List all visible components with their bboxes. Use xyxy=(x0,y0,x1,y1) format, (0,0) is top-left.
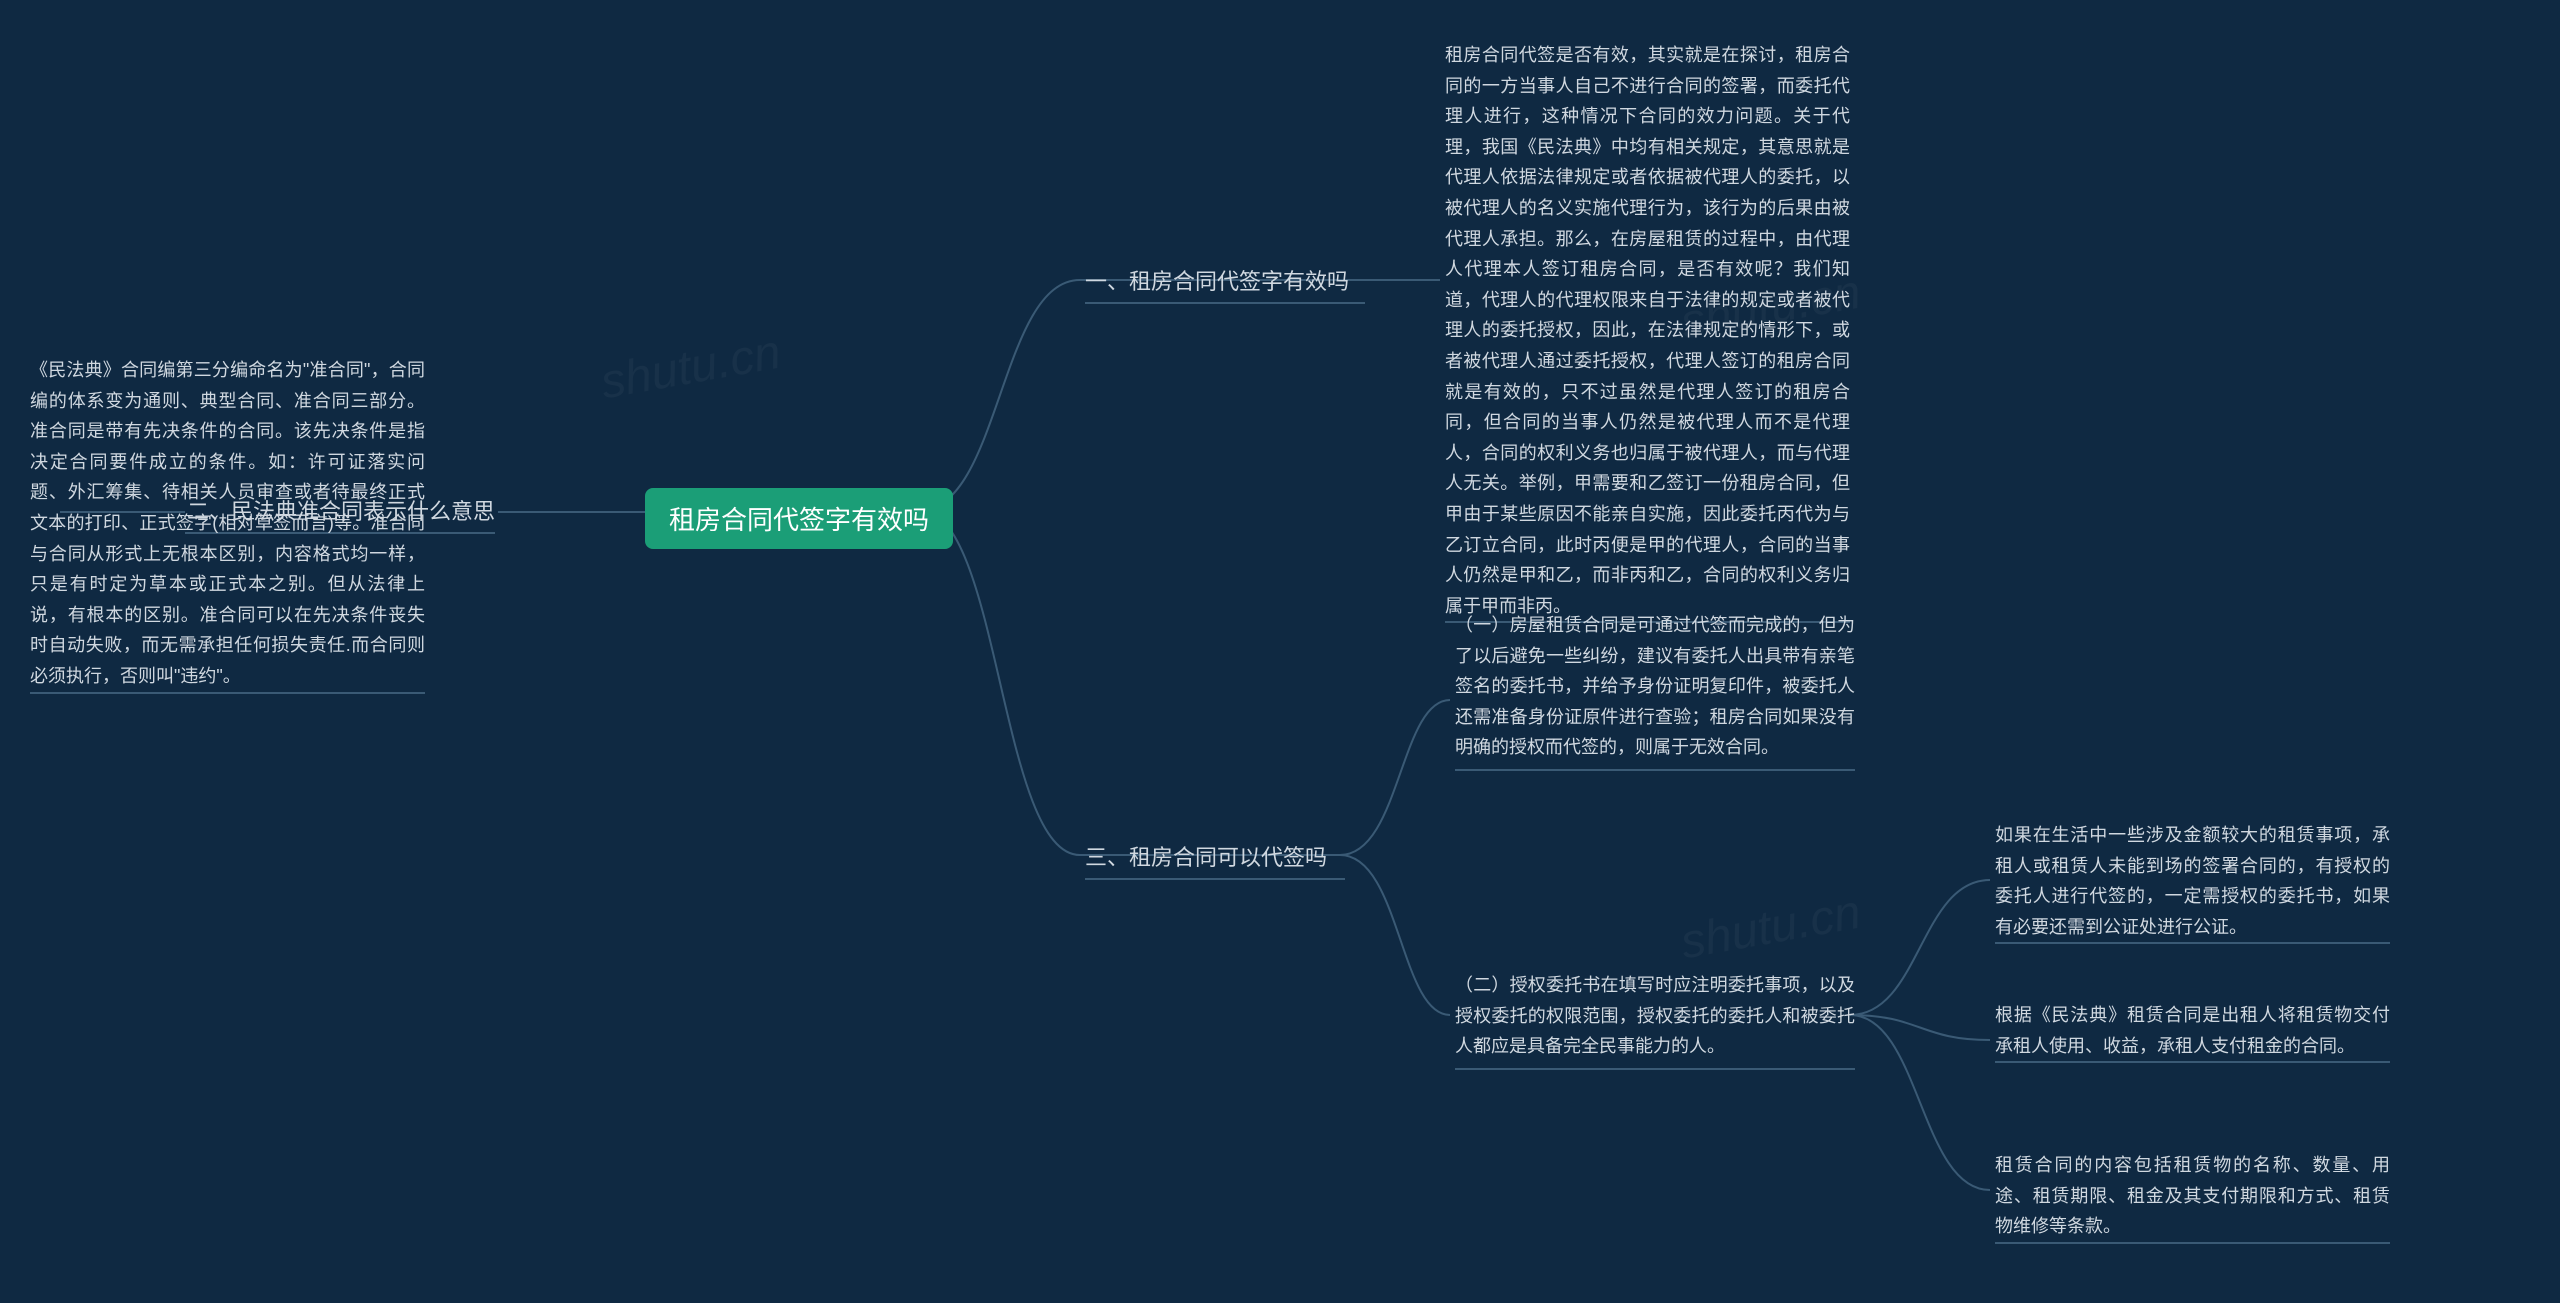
branch-3-sub2-leaf3: 租赁合同的内容包括租赁物的名称、数量、用途、租赁期限、租金及其支付期限和方式、租… xyxy=(1995,1150,2390,1244)
branch-3-sub2: （二）授权委托书在填写时应注明委托事项，以及授权委托的权限范围，授权委托的委托人… xyxy=(1455,970,1855,1070)
branch-2-content: 《民法典》合同编第三分编命名为"准合同"，合同编的体系变为通则、典型合同、准合同… xyxy=(30,355,425,694)
branch-3-sub2-leaf2: 根据《民法典》租赁合同是出租人将租赁物交付承租人使用、收益，承租人支付租金的合同… xyxy=(1995,1000,2390,1063)
branch-3: 三、租房合同可以代签吗 xyxy=(1085,840,1345,880)
watermark: shutu.cn xyxy=(1677,885,1865,971)
branch-3-sub1: （一）房屋租赁合同是可通过代签而完成的，但为了以后避免一些纠纷，建议有委托人出具… xyxy=(1455,610,1855,771)
branch-1: 一、租房合同代签字有效吗 xyxy=(1085,264,1365,304)
branch-1-content: 租房合同代签是否有效，其实就是在探讨，租房合同的一方当事人自己不进行合同的签署，… xyxy=(1445,40,1850,623)
branch-3-sub2-leaf1: 如果在生活中一些涉及金额较大的租赁事项，承租人或租赁人未能到场的签署合同的，有授… xyxy=(1995,820,2390,944)
watermark: shutu.cn xyxy=(597,325,785,411)
root-node: 租房合同代签字有效吗 xyxy=(645,488,953,549)
